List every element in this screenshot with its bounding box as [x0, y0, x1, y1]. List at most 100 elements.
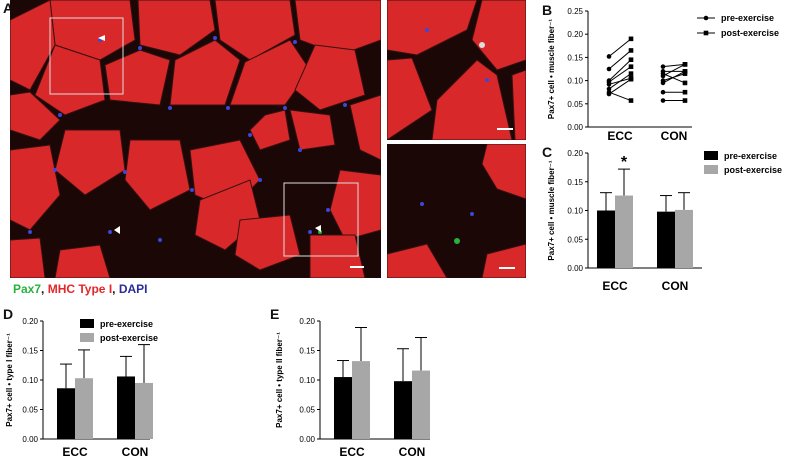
micrograph-inset-top-image — [387, 0, 526, 140]
pre-point — [660, 80, 666, 86]
post-point — [682, 98, 688, 103]
x-tick-label: ECC — [602, 279, 628, 293]
y-tick-label: 0.20 — [567, 30, 583, 39]
pair-line — [608, 59, 632, 81]
chart-e: 0.00 0.05 0.10 0.15 0.20 Pax7+ cell • type II… — [270, 306, 535, 460]
y-tick-label: 0.10 — [567, 77, 583, 86]
pre-point — [606, 82, 612, 87]
bar-post-ecc — [615, 195, 633, 268]
y-tick-label: 0.00 — [567, 123, 583, 132]
stain-separator: , — [41, 282, 48, 296]
bar-post-ecc — [352, 361, 370, 439]
pair-line — [608, 91, 632, 102]
micrograph-inset-bottom — [387, 144, 526, 278]
pair-line — [608, 50, 632, 70]
post-point — [682, 89, 688, 95]
legend-swatch-pre — [704, 151, 718, 160]
bar-pre-ecc — [597, 210, 615, 268]
y-tick-label: 0.20 — [299, 317, 315, 326]
panel-label-a: A — [3, 0, 14, 16]
micrograph-inset-top — [387, 0, 526, 140]
y-tick-label: 0.05 — [299, 406, 315, 415]
micrograph-inset-bottom-image — [387, 144, 526, 278]
post-point — [682, 71, 688, 76]
pre-point — [606, 86, 612, 92]
chart-c: 0.00 0.05 0.10 0.15 0.20 Pax7+ cell • muscle … — [542, 142, 787, 302]
bar-pre-con — [117, 376, 135, 439]
x-tick-label: CON — [662, 279, 689, 293]
pre-point — [606, 54, 612, 59]
panel-label-d: D — [3, 306, 14, 322]
panel-label-c: C — [542, 144, 553, 160]
micrograph-main-image — [10, 0, 381, 278]
chart-c-svg: 0.00 0.05 0.10 0.15 0.20 Pax7+ cell • muscle … — [547, 149, 782, 293]
pre-point — [660, 89, 666, 95]
y-tick-label: 0.05 — [22, 406, 38, 415]
significance-star: * — [621, 154, 628, 171]
chart-b-svg: 0.00 0.05 0.10 0.15 0.20 0.25 Pax7+ cell • mus… — [547, 7, 779, 143]
legend-label-pre: pre-exercise — [100, 319, 153, 329]
legend-marker-post — [703, 30, 709, 36]
bar-pre-con — [394, 381, 412, 439]
pair-line — [608, 66, 632, 83]
post-point — [628, 36, 634, 42]
y-tick-label: 0.20 — [567, 149, 583, 158]
stain-legend: Pax7, MHC Type I, DAPI — [13, 282, 148, 296]
post-point — [628, 71, 634, 76]
legend-label-pre: pre-exercise — [724, 151, 777, 161]
x-tick-label: ECC — [607, 129, 633, 143]
legend-label-post: post-exercise — [724, 165, 782, 175]
y-axis-label: Pax7+ cell • type I fiber⁻¹ — [5, 333, 14, 427]
pre-point — [606, 91, 612, 97]
y-tick-label: 0.10 — [299, 376, 315, 385]
bar-post-ecc — [75, 378, 93, 439]
bar-post-con — [135, 382, 153, 439]
panel-label-b: B — [542, 2, 553, 18]
stain-label-dapi: DAPI — [118, 282, 148, 296]
panel-label-e: E — [270, 306, 280, 322]
y-tick-label: 0.05 — [567, 235, 583, 244]
post-point — [628, 64, 634, 69]
post-point — [682, 80, 688, 86]
legend-marker-pre — [703, 15, 709, 21]
legend-label-post: post-exercise — [721, 28, 779, 38]
x-tick-label: ECC — [62, 445, 88, 459]
micrograph-main — [10, 0, 381, 278]
pair-line — [662, 63, 686, 68]
post-point — [628, 98, 634, 103]
y-tick-label: 0.15 — [567, 178, 583, 187]
chart-d: 0.00 0.05 0.10 0.15 0.20 Pax7+ cell • type I … — [0, 306, 265, 460]
legend-label-post: post-exercise — [100, 333, 158, 343]
pair-line — [608, 38, 632, 57]
post-point — [628, 57, 634, 63]
pair-line — [662, 63, 686, 77]
y-tick-label: 0.15 — [22, 347, 38, 356]
y-axis-label: Pax7+ cell • type II fiber⁻¹ — [275, 332, 284, 428]
bar-pre-ecc — [57, 388, 75, 439]
pair-line — [608, 78, 632, 95]
post-point — [628, 76, 634, 82]
legend-swatch-post — [704, 165, 718, 174]
y-tick-label: 0.15 — [299, 347, 315, 356]
bar-post-con — [675, 209, 693, 268]
y-tick-label: 0.00 — [22, 435, 38, 444]
chart-e-svg: 0.00 0.05 0.10 0.15 0.20 Pax7+ cell • type II… — [275, 317, 430, 459]
bar-pre-ecc — [334, 377, 352, 439]
pre-point — [660, 73, 666, 79]
y-tick-label: 0.00 — [299, 435, 315, 444]
pre-point — [606, 66, 612, 72]
y-tick-label: 0.20 — [22, 317, 38, 326]
stain-label-mhc: MHC Type I — [47, 282, 113, 296]
x-tick-label: CON — [399, 445, 426, 459]
pre-point — [660, 64, 666, 69]
y-axis-label: Pax7+ cell • muscle fiber⁻¹ — [547, 19, 556, 120]
post-point — [628, 48, 634, 53]
stain-label-pax7: Pax7 — [13, 282, 42, 296]
post-point — [682, 62, 688, 67]
pair-line — [608, 73, 632, 90]
pair-line — [662, 70, 686, 84]
stain-separator: , — [112, 282, 119, 296]
chart-b: 0.00 0.05 0.10 0.15 0.20 0.25 Pax7+ cell • mus… — [542, 0, 787, 144]
y-tick-label: 0.00 — [567, 264, 583, 273]
y-tick-label: 0.25 — [567, 7, 583, 16]
